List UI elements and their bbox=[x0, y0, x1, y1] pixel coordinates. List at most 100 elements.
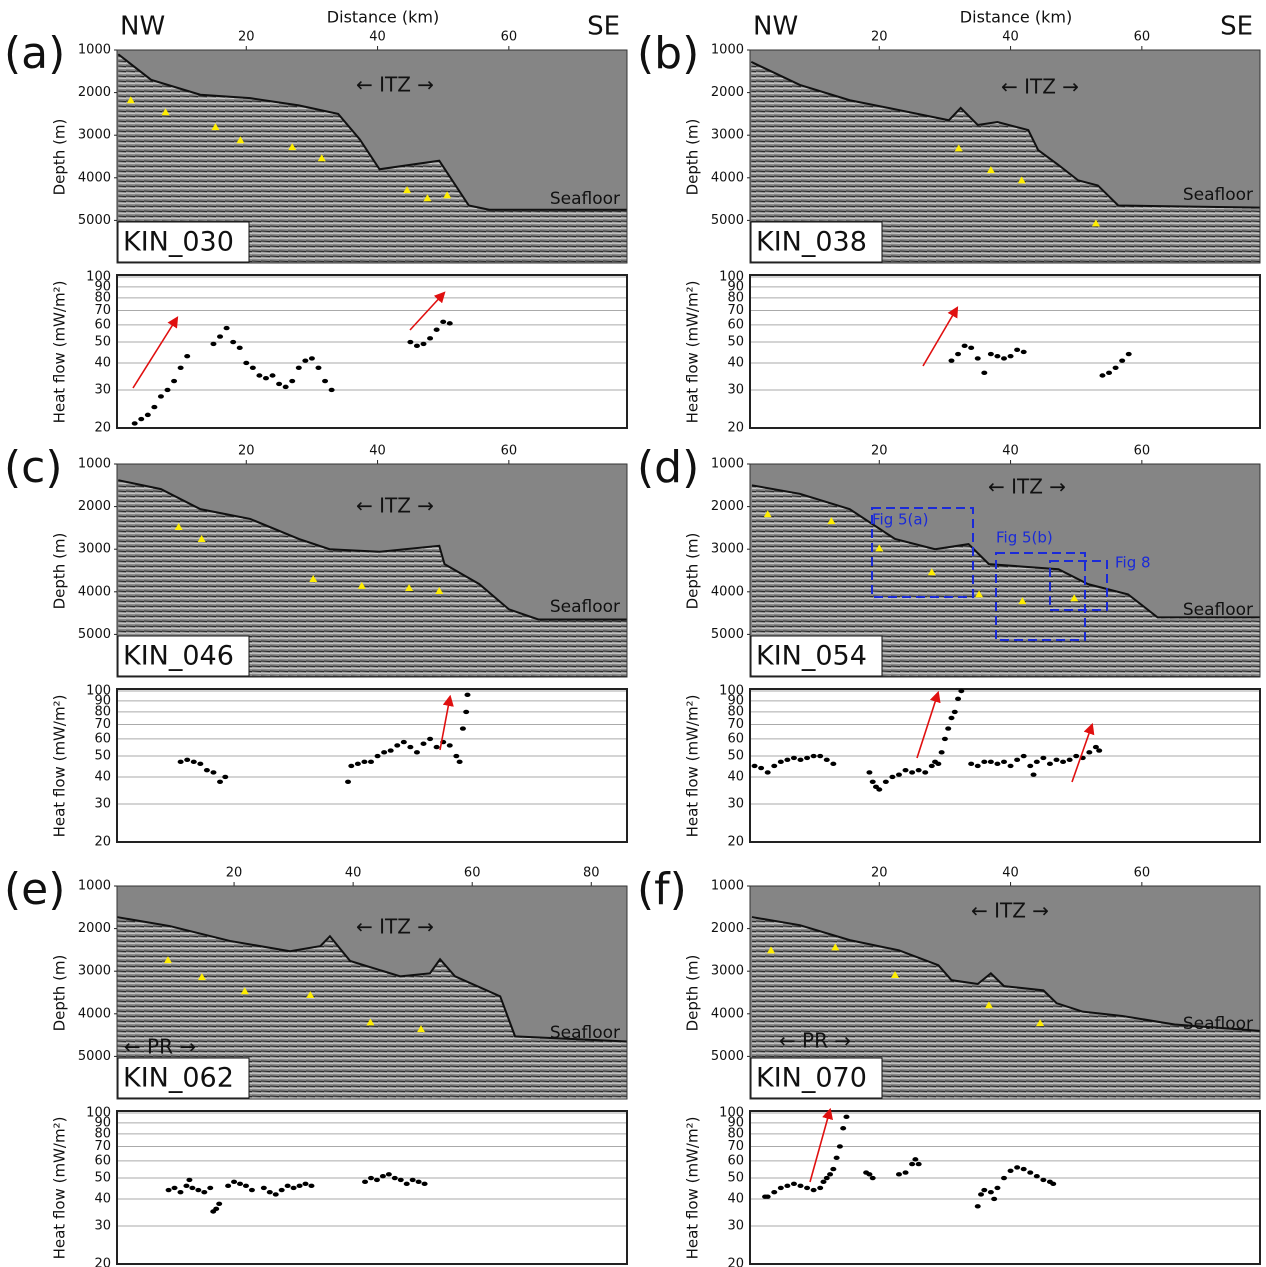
heat-flow-frame bbox=[750, 275, 1260, 428]
heat-flow-point bbox=[981, 759, 988, 765]
y-axis-label: Depth (m) bbox=[51, 955, 69, 1032]
y-tick-label: 3000 bbox=[711, 964, 744, 979]
heat-flow-point bbox=[165, 1187, 172, 1193]
marker bbox=[317, 154, 326, 162]
seafloor-line bbox=[118, 479, 627, 621]
heat-flow-point bbox=[415, 1179, 422, 1185]
section-frame bbox=[749, 463, 1261, 678]
heat-flow-point bbox=[777, 1185, 784, 1191]
y-tick-label: 30 bbox=[727, 796, 744, 811]
seafloor-line bbox=[117, 916, 627, 1043]
heat-flow-point bbox=[446, 321, 453, 326]
y-tick-label: 5000 bbox=[78, 1049, 111, 1064]
heat-flow-point bbox=[1060, 759, 1067, 765]
marker bbox=[984, 1001, 993, 1009]
y-tick-label: 100 bbox=[86, 684, 111, 699]
heat-flow-point bbox=[968, 761, 975, 767]
heat-flow-point bbox=[820, 1179, 827, 1185]
trend-arrow bbox=[439, 694, 454, 751]
direction-label: SE bbox=[587, 12, 620, 42]
y-tick-label: 1000 bbox=[78, 879, 111, 894]
marker bbox=[403, 186, 412, 194]
zone-label: ← ITZ → bbox=[988, 475, 1066, 499]
heat-flow-point bbox=[882, 779, 889, 784]
heat-flow-point bbox=[308, 356, 315, 361]
marker bbox=[891, 971, 900, 979]
heat-flow-point bbox=[1027, 763, 1034, 769]
heat-flow-point bbox=[296, 1183, 303, 1189]
line-name: KIN_030 bbox=[123, 227, 234, 258]
heat-flow-frame bbox=[117, 1111, 627, 1264]
trend-arrow bbox=[132, 316, 179, 389]
heat-flow-point bbox=[237, 1181, 244, 1187]
heat-flow-border bbox=[116, 274, 628, 429]
heat-flow-point bbox=[751, 763, 758, 769]
heat-flow-point bbox=[1007, 763, 1014, 769]
heat-flow-point bbox=[230, 339, 237, 345]
y-tick-label: 80 bbox=[727, 1126, 744, 1141]
heat-flow-point bbox=[248, 1187, 255, 1193]
heat-flow-point bbox=[400, 739, 407, 745]
x-tick-label: 60 bbox=[1134, 30, 1151, 45]
heat-flow-point bbox=[958, 688, 965, 694]
heat-flow-point bbox=[902, 1170, 909, 1175]
marker bbox=[975, 590, 984, 598]
heat-flow-point bbox=[456, 759, 463, 765]
heat-flow-point bbox=[895, 1172, 902, 1177]
x-tick-label: 20 bbox=[871, 866, 888, 881]
y-tick-label: 20 bbox=[94, 835, 111, 850]
y-tick-label: 1000 bbox=[78, 43, 111, 58]
x-tick-label: 60 bbox=[1134, 444, 1151, 459]
line-name: KIN_038 bbox=[756, 227, 867, 258]
zone-label: ← ITZ → bbox=[1001, 75, 1079, 99]
heat-flow-point bbox=[764, 1194, 771, 1199]
y-tick-label: 80 bbox=[94, 1126, 111, 1141]
marker bbox=[405, 583, 414, 591]
heat-flow-point bbox=[407, 339, 414, 345]
heat-flow-point bbox=[223, 325, 230, 331]
y-tick-label: 70 bbox=[94, 717, 111, 732]
heat-flow-point bbox=[955, 696, 962, 702]
marker bbox=[435, 586, 444, 594]
heat-flow-point bbox=[1033, 1173, 1040, 1179]
heat-flow-point bbox=[242, 1183, 249, 1189]
figure-box bbox=[871, 507, 974, 598]
panel-letter: (b) bbox=[637, 28, 699, 79]
heat-flow-point bbox=[1007, 1168, 1014, 1174]
seafloor-label: Seafloor bbox=[1183, 1014, 1253, 1034]
section-frame bbox=[749, 49, 1261, 264]
y-tick-label: 5000 bbox=[78, 627, 111, 642]
heat-flow-point bbox=[290, 1185, 297, 1191]
y-tick-label: 3000 bbox=[78, 128, 111, 143]
heat-flow-point bbox=[361, 759, 368, 765]
heat-flow-point bbox=[1007, 353, 1014, 359]
y-tick-label: 70 bbox=[94, 1139, 111, 1154]
marker bbox=[197, 534, 206, 542]
heat-flow-point bbox=[784, 757, 791, 763]
x-tick-label: 40 bbox=[1002, 444, 1019, 459]
heat-flow-point bbox=[427, 736, 434, 742]
heat-flow-point bbox=[951, 709, 958, 715]
heat-flow-point bbox=[282, 384, 289, 390]
heat-flow-point bbox=[1014, 757, 1021, 763]
heat-flow-point bbox=[1020, 349, 1027, 355]
y-tick-label: 20 bbox=[94, 421, 111, 436]
heat-flow-point bbox=[1106, 370, 1113, 376]
heat-flow-point bbox=[157, 394, 164, 399]
heat-flow-point bbox=[197, 761, 204, 767]
y-axis-label: Depth (m) bbox=[51, 533, 69, 610]
y-tick-label: 40 bbox=[727, 355, 744, 370]
y-axis-label: Depth (m) bbox=[51, 119, 69, 196]
y-tick-label: 100 bbox=[719, 270, 744, 285]
panel-letter: (d) bbox=[637, 442, 699, 493]
y-tick-label: 70 bbox=[727, 303, 744, 318]
heat-flow-point bbox=[427, 336, 434, 341]
heat-flow-point bbox=[171, 1185, 178, 1191]
y-tick-label: 3000 bbox=[711, 128, 744, 143]
x-tick-label: 40 bbox=[1002, 866, 1019, 881]
marker bbox=[236, 136, 245, 144]
panel-letter: (a) bbox=[4, 28, 65, 79]
heat-flow-point bbox=[217, 334, 224, 339]
heat-flow-point bbox=[968, 345, 975, 351]
line-name-box bbox=[750, 1057, 883, 1099]
